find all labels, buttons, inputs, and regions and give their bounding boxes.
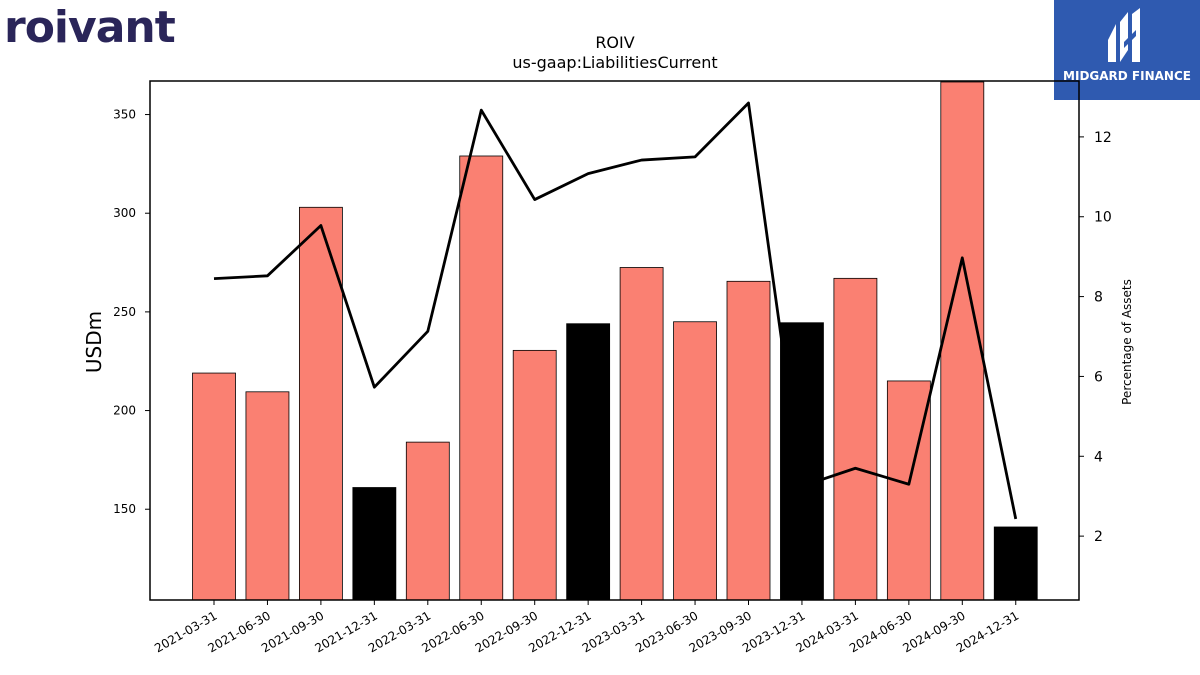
bar-2022-06-30 [459, 155, 504, 601]
y2-tick-label: 2 [1094, 529, 1103, 545]
bar-2022-09-30 [512, 349, 557, 601]
y2-tick-label: 10 [1094, 210, 1112, 226]
roivant-logo: roivant [4, 2, 176, 53]
bar-2024-09-30 [940, 81, 985, 601]
y-tick-label: 200 [113, 404, 136, 418]
bar-2021-09-30 [298, 206, 343, 601]
y-tick-label: 300 [113, 206, 136, 220]
bar-2023-09-30 [726, 280, 771, 601]
y2-tick-label: 8 [1094, 290, 1103, 306]
midgard-mark-icon [1108, 8, 1140, 62]
bar-2023-06-30 [673, 321, 717, 601]
y2-tick-label: 12 [1094, 130, 1112, 146]
y2-tick-label: 4 [1094, 449, 1103, 465]
y-axis-label: USDm [82, 311, 106, 373]
bar-2023-03-31 [619, 267, 664, 601]
bar-2021-03-31 [192, 372, 236, 601]
chart-subtitle: us-gaap:LiabilitiesCurrent [512, 53, 717, 72]
plot-frame [149, 80, 1080, 601]
y-tick-label: 250 [113, 305, 136, 319]
y-tick-label: 150 [113, 502, 136, 516]
chart-title: ROIV [595, 33, 634, 52]
bar-2022-03-31 [405, 441, 450, 601]
y2-axis-label: Percentage of Assets [1120, 279, 1134, 405]
bar-2022-12-31 [566, 323, 611, 601]
y-tick-label: 350 [113, 108, 136, 122]
bar-2021-12-31 [352, 487, 397, 601]
bar-2024-03-31 [833, 277, 878, 601]
bar-2024-12-31 [993, 526, 1038, 601]
y2-tick-label: 6 [1094, 369, 1103, 385]
percentage-line [213, 101, 1018, 520]
bar-2024-06-30 [886, 380, 931, 601]
bar-2021-06-30 [245, 391, 290, 601]
bar-2023-12-31 [780, 322, 824, 601]
midgard-finance-wordmark: MIDGARD FINANCE [1063, 69, 1191, 83]
